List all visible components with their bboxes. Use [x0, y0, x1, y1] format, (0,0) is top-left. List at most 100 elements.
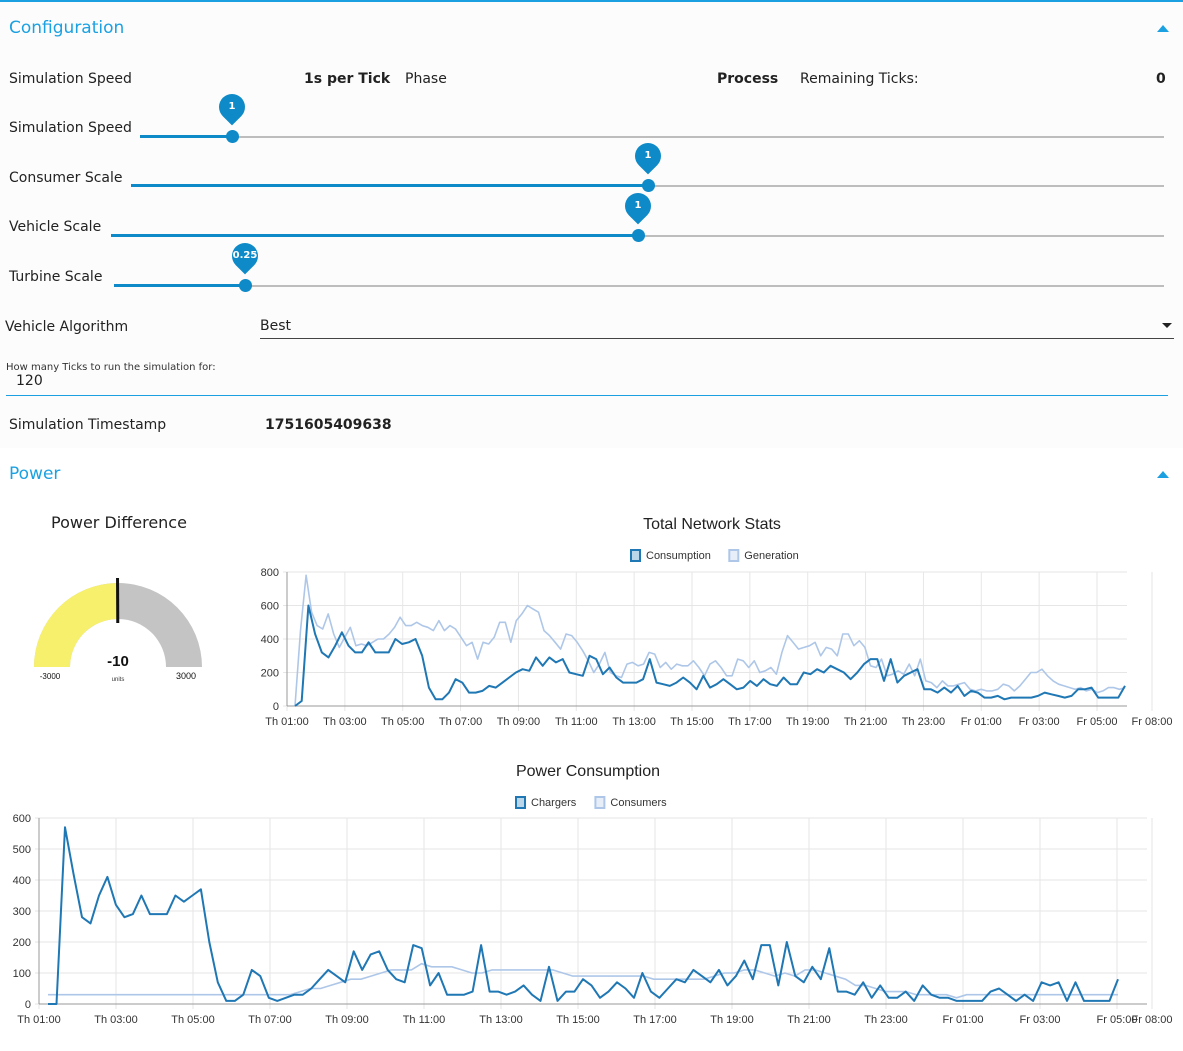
x-tick-label: Th 11:00 [403, 1014, 446, 1026]
slider-value-label: 1 [644, 150, 651, 161]
slider-fill [114, 284, 246, 287]
y-tick-label: 600 [13, 813, 31, 825]
y-tick-label: 0 [25, 999, 31, 1011]
gauge-fill [34, 583, 118, 667]
slider-label-vehicle-scale: Vehicle Scale [9, 219, 102, 235]
legend-label[interactable]: Consumers [610, 797, 667, 809]
slider-value-label: 0.25 [232, 250, 258, 261]
gauge-value: -10 [107, 653, 129, 670]
x-tick-label: Th 23:00 [864, 1014, 907, 1026]
gauge-title: Power Difference [51, 513, 187, 532]
legend-swatch[interactable] [630, 549, 641, 562]
slider-thumb[interactable] [641, 179, 655, 192]
timestamp-label: Simulation Timestamp [9, 417, 167, 433]
slider-label-sim-speed: Simulation Speed [9, 120, 132, 136]
sim-speed-value: 1s per Tick [304, 71, 391, 87]
vehicle-algorithm-label: Vehicle Algorithm [5, 319, 129, 335]
y-tick-label: 800 [261, 567, 279, 579]
sim-speed-slider[interactable]: 1 [140, 88, 1164, 147]
x-tick-label: Th 05:00 [381, 716, 424, 728]
y-tick-label: 300 [13, 906, 31, 918]
legend-swatch[interactable] [728, 549, 740, 562]
x-tick-label: Th 17:00 [633, 1014, 676, 1026]
series-line-consumption [294, 604, 1126, 707]
gauge-units: units [112, 677, 125, 683]
top-accent-line [0, 0, 1183, 2]
slider-thumb[interactable] [239, 279, 253, 292]
phase-value: Process [717, 71, 779, 87]
legend-swatch[interactable] [594, 796, 606, 809]
x-tick-label: Fr 03:00 [1020, 1014, 1061, 1026]
x-tick-label: Th 01:00 [17, 1014, 60, 1026]
x-tick-label: Th 13:00 [479, 1014, 522, 1026]
x-tick-label: Th 05:00 [171, 1014, 214, 1026]
gauge-min-label: -3000 [40, 672, 61, 681]
slider-track [114, 285, 1164, 287]
power-title: Power [9, 464, 61, 484]
legend-label[interactable]: Consumption [646, 550, 711, 562]
legend-label[interactable]: Chargers [531, 797, 577, 809]
total-network-stats-chart: Total Network Stats Th 01:00 Th 03:00 Th 0… [261, 516, 1173, 728]
turbine-scale-slider[interactable]: 0.25 [114, 237, 1164, 296]
ticks-input[interactable] [16, 373, 316, 389]
x-tick-label: Th 07:00 [439, 716, 482, 728]
vehicle-scale-slider[interactable]: 1 [111, 187, 1164, 246]
gauge-max-label: 3000 [176, 671, 196, 681]
x-tick-label: Th 07:00 [248, 1014, 291, 1026]
x-tick-label: Th 15:00 [556, 1014, 599, 1026]
power-consumption-chart: Power Consumption Th 01:00 Th 03:00 Th 05:… [13, 763, 1173, 1026]
chevron-down-icon[interactable] [1162, 323, 1172, 328]
series-line-generation [294, 574, 1126, 707]
x-tick-label: Fr 05:00 [1077, 716, 1118, 728]
x-tick-label: Th 21:00 [787, 1014, 830, 1026]
x-tick-label: Th 19:00 [786, 716, 829, 728]
x-tick-label: Th 11:00 [555, 716, 598, 728]
power-difference-gauge: -10 units -3000 3000 [34, 577, 202, 683]
y-tick-label: 400 [261, 634, 279, 646]
ticks-field-label: How many Ticks to run the simulation for… [6, 362, 216, 373]
y-tick-label: 600 [261, 601, 279, 613]
vehicle-algorithm-value: Best [260, 318, 292, 334]
power-collapse-icon[interactable] [1157, 471, 1169, 478]
sim-speed-label: Simulation Speed [9, 71, 132, 87]
configuration-collapse-icon[interactable] [1157, 25, 1169, 32]
slider-thumb[interactable] [631, 229, 645, 242]
x-tick-label: Fr 05:00 [1097, 1014, 1138, 1026]
legend-swatch[interactable] [515, 796, 526, 809]
slider-fill [131, 184, 648, 187]
series-line-chargers [48, 826, 1119, 1005]
x-tick-label: Fr 08:00 [1132, 716, 1173, 728]
phase-label: Phase [405, 71, 447, 87]
x-tick-label: Fr 01:00 [961, 716, 1002, 728]
slider-value-pin: 1 [629, 137, 666, 175]
x-tick-label: Fr 08:00 [1132, 1014, 1173, 1026]
remaining-ticks-label: Remaining Ticks: [800, 71, 919, 87]
slider-value-label: 1 [634, 200, 641, 211]
y-tick-label: 200 [13, 937, 31, 949]
y-tick-label: 200 [261, 668, 279, 680]
chart-title: Power Consumption [516, 763, 660, 780]
consumer-scale-slider[interactable]: 1 [131, 137, 1164, 196]
x-tick-label: Th 09:00 [497, 716, 540, 728]
slider-label-consumer-scale: Consumer Scale [9, 170, 123, 186]
y-tick-label: 500 [13, 844, 31, 856]
x-tick-label: Th 13:00 [612, 716, 655, 728]
x-tick-label: Th 09:00 [325, 1014, 368, 1026]
x-tick-label: Th 03:00 [94, 1014, 137, 1026]
x-tick-label: Th 17:00 [728, 716, 771, 728]
timestamp-value: 1751605409638 [265, 417, 392, 433]
x-tick-label: Th 21:00 [844, 716, 887, 728]
slider-track [140, 136, 1164, 138]
x-tick-label: Th 03:00 [323, 716, 366, 728]
x-tick-label: Th 19:00 [710, 1014, 753, 1026]
slider-fill [111, 234, 638, 237]
slider-thumb[interactable] [226, 130, 240, 143]
remaining-ticks-value: 0 [1156, 71, 1166, 87]
vehicle-algorithm-select[interactable]: Best [260, 316, 1174, 339]
x-tick-label: Th 01:00 [265, 716, 308, 728]
ticks-field[interactable]: How many Ticks to run the simulation for… [6, 362, 1168, 396]
slider-value-pin: 1 [619, 187, 656, 225]
y-tick-label: 0 [273, 701, 279, 713]
legend-label[interactable]: Generation [744, 550, 798, 562]
chart-title: Total Network Stats [643, 516, 781, 533]
